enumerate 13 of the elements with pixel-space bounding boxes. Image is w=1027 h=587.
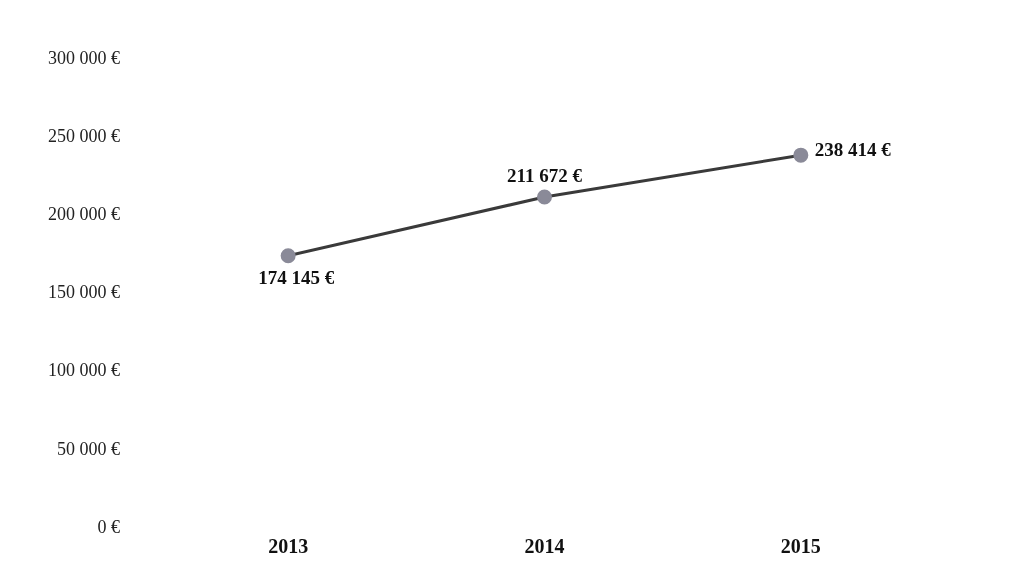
y-tick-label: 0 € [97,516,120,537]
data-label: 174 145 € [258,267,335,289]
y-tick-label: 50 000 € [57,438,120,459]
y-tick-label: 250 000 € [48,125,120,146]
y-tick-label: 150 000 € [48,282,120,303]
x-tick-label: 2015 [780,535,821,558]
x-tick-label: 2014 [524,535,565,558]
y-tick-label: 300 000 € [48,47,120,68]
data-label: 238 414 € [814,139,892,161]
data-label: 211 672 € [507,165,583,187]
y-tick-label: 100 000 € [48,360,120,381]
x-tick-label: 2013 [268,535,309,558]
y-tick-label: 200 000 € [48,204,120,224]
